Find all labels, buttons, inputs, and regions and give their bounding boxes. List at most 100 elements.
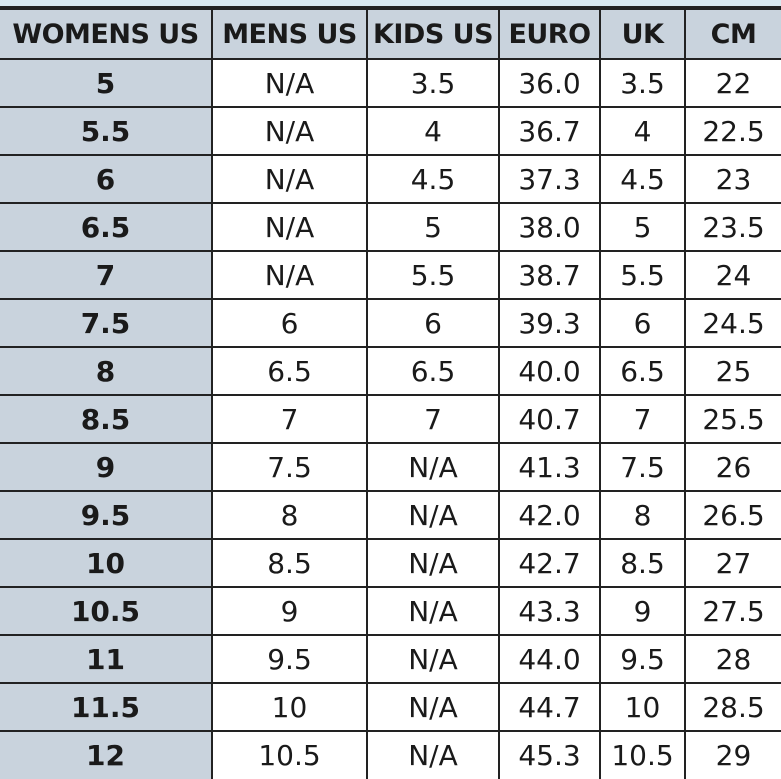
cell-mens-us: N/A bbox=[211, 250, 368, 300]
cell-mens-us: 9 bbox=[211, 586, 368, 636]
cell-euro: 36.7 bbox=[498, 106, 601, 156]
column-header-euro: EURO bbox=[498, 8, 601, 60]
cell-uk: 10 bbox=[599, 682, 686, 732]
column-header-womens-us: WOMENS US bbox=[0, 8, 213, 60]
cell-uk: 9.5 bbox=[599, 634, 686, 684]
cell-kids-us: N/A bbox=[366, 634, 500, 684]
cell-euro: 37.3 bbox=[498, 154, 601, 204]
table-row: 6 N/A 4.5 37.3 4.5 23 bbox=[0, 154, 781, 204]
cell-euro: 45.3 bbox=[498, 730, 601, 779]
cell-kids-us: N/A bbox=[366, 586, 500, 636]
cell-womens-us: 5.5 bbox=[0, 106, 213, 156]
cell-cm: 24 bbox=[684, 250, 781, 300]
cell-mens-us: N/A bbox=[211, 106, 368, 156]
cell-womens-us: 6 bbox=[0, 154, 213, 204]
cell-cm: 29 bbox=[684, 730, 781, 779]
cell-womens-us: 8 bbox=[0, 346, 213, 396]
table-row: 5.5 N/A 4 36.7 4 22.5 bbox=[0, 106, 781, 156]
cell-kids-us: 7 bbox=[366, 394, 500, 444]
column-header-cm: CM bbox=[684, 8, 781, 60]
cell-cm: 25 bbox=[684, 346, 781, 396]
cell-kids-us: N/A bbox=[366, 730, 500, 779]
cell-mens-us: N/A bbox=[211, 154, 368, 204]
cell-mens-us: 7.5 bbox=[211, 442, 368, 492]
cell-mens-us: 6 bbox=[211, 298, 368, 348]
cell-mens-us: 8 bbox=[211, 490, 368, 540]
cell-cm: 27.5 bbox=[684, 586, 781, 636]
cell-euro: 39.3 bbox=[498, 298, 601, 348]
cell-uk: 5.5 bbox=[599, 250, 686, 300]
cell-euro: 43.3 bbox=[498, 586, 601, 636]
cell-uk: 9 bbox=[599, 586, 686, 636]
table-row: 9.5 8 N/A 42.0 8 26.5 bbox=[0, 490, 781, 540]
cell-kids-us: N/A bbox=[366, 490, 500, 540]
table-body: 5 N/A 3.5 36.0 3.5 22 5.5 N/A 4 36.7 4 22.5 6 N/A 4.5 3… bbox=[0, 58, 781, 779]
cell-uk: 3.5 bbox=[599, 58, 686, 108]
cell-euro: 42.7 bbox=[498, 538, 601, 588]
cell-womens-us: 7.5 bbox=[0, 298, 213, 348]
cell-womens-us: 9 bbox=[0, 442, 213, 492]
cell-euro: 40.7 bbox=[498, 394, 601, 444]
cell-uk: 5 bbox=[599, 202, 686, 252]
cell-euro: 38.7 bbox=[498, 250, 601, 300]
cell-kids-us: 4 bbox=[366, 106, 500, 156]
header-row: WOMENS US MENS US KIDS US EURO UK CM bbox=[0, 8, 781, 60]
cell-kids-us: 3.5 bbox=[366, 58, 500, 108]
top-border-strip bbox=[0, 0, 781, 8]
cell-uk: 8.5 bbox=[599, 538, 686, 588]
cell-mens-us: 8.5 bbox=[211, 538, 368, 588]
cell-cm: 26 bbox=[684, 442, 781, 492]
cell-kids-us: N/A bbox=[366, 682, 500, 732]
cell-mens-us: N/A bbox=[211, 202, 368, 252]
cell-cm: 23.5 bbox=[684, 202, 781, 252]
cell-euro: 44.0 bbox=[498, 634, 601, 684]
cell-womens-us: 8.5 bbox=[0, 394, 213, 444]
cell-mens-us: 9.5 bbox=[211, 634, 368, 684]
cell-uk: 7 bbox=[599, 394, 686, 444]
table-row: 11 9.5 N/A 44.0 9.5 28 bbox=[0, 634, 781, 684]
cell-mens-us: N/A bbox=[211, 58, 368, 108]
table-row: 8 6.5 6.5 40.0 6.5 25 bbox=[0, 346, 781, 396]
table-row: 10.5 9 N/A 43.3 9 27.5 bbox=[0, 586, 781, 636]
cell-uk: 7.5 bbox=[599, 442, 686, 492]
cell-kids-us: 6 bbox=[366, 298, 500, 348]
table-row: 11.5 10 N/A 44.7 10 28.5 bbox=[0, 682, 781, 732]
cell-euro: 41.3 bbox=[498, 442, 601, 492]
table-row: 12 10.5 N/A 45.3 10.5 29 bbox=[0, 730, 781, 779]
cell-kids-us: 5 bbox=[366, 202, 500, 252]
cell-womens-us: 10.5 bbox=[0, 586, 213, 636]
cell-cm: 28 bbox=[684, 634, 781, 684]
cell-womens-us: 12 bbox=[0, 730, 213, 779]
table-row: 7.5 6 6 39.3 6 24.5 bbox=[0, 298, 781, 348]
cell-euro: 36.0 bbox=[498, 58, 601, 108]
shoe-size-conversion-table: WOMENS US MENS US KIDS US EURO UK CM 5 N/… bbox=[0, 8, 781, 779]
cell-cm: 24.5 bbox=[684, 298, 781, 348]
cell-womens-us: 11.5 bbox=[0, 682, 213, 732]
cell-kids-us: 6.5 bbox=[366, 346, 500, 396]
cell-womens-us: 9.5 bbox=[0, 490, 213, 540]
cell-cm: 27 bbox=[684, 538, 781, 588]
cell-uk: 10.5 bbox=[599, 730, 686, 779]
cell-cm: 22 bbox=[684, 58, 781, 108]
cell-mens-us: 6.5 bbox=[211, 346, 368, 396]
table-row: 8.5 7 7 40.7 7 25.5 bbox=[0, 394, 781, 444]
cell-kids-us: N/A bbox=[366, 442, 500, 492]
column-header-mens-us: MENS US bbox=[211, 8, 368, 60]
table-row: 5 N/A 3.5 36.0 3.5 22 bbox=[0, 58, 781, 108]
cell-euro: 44.7 bbox=[498, 682, 601, 732]
cell-uk: 6.5 bbox=[599, 346, 686, 396]
cell-kids-us: 4.5 bbox=[366, 154, 500, 204]
cell-cm: 28.5 bbox=[684, 682, 781, 732]
cell-cm: 26.5 bbox=[684, 490, 781, 540]
cell-mens-us: 10.5 bbox=[211, 730, 368, 779]
cell-cm: 23 bbox=[684, 154, 781, 204]
cell-uk: 8 bbox=[599, 490, 686, 540]
cell-euro: 38.0 bbox=[498, 202, 601, 252]
cell-womens-us: 11 bbox=[0, 634, 213, 684]
cell-uk: 6 bbox=[599, 298, 686, 348]
cell-womens-us: 10 bbox=[0, 538, 213, 588]
table-row: 10 8.5 N/A 42.7 8.5 27 bbox=[0, 538, 781, 588]
table-header: WOMENS US MENS US KIDS US EURO UK CM bbox=[0, 8, 781, 60]
cell-womens-us: 6.5 bbox=[0, 202, 213, 252]
cell-womens-us: 7 bbox=[0, 250, 213, 300]
